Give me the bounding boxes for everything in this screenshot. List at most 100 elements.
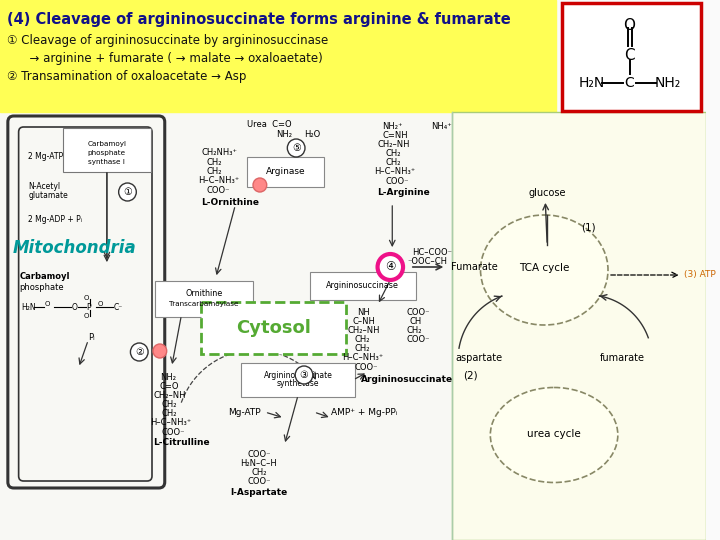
Text: H–C–NH₃⁺: H–C–NH₃⁺: [342, 353, 384, 362]
Text: Mitochondria: Mitochondria: [13, 239, 137, 257]
Text: H–C–NH₃⁺: H–C–NH₃⁺: [198, 176, 239, 185]
Text: COO⁻: COO⁻: [247, 477, 271, 486]
Text: HC–COO⁻: HC–COO⁻: [412, 248, 452, 257]
Text: AMP⁺ + Mg-PPᵢ: AMP⁺ + Mg-PPᵢ: [331, 408, 398, 417]
Text: CH₂: CH₂: [385, 158, 401, 167]
Text: CH₂NH₃⁺: CH₂NH₃⁺: [201, 148, 237, 157]
Text: O: O: [624, 18, 636, 33]
Text: C⁻: C⁻: [114, 302, 123, 312]
Text: CH₂: CH₂: [407, 326, 423, 335]
FancyBboxPatch shape: [0, 0, 556, 112]
Text: L-Ornithine: L-Ornithine: [201, 198, 259, 207]
Text: COO⁻: COO⁻: [247, 450, 271, 459]
Text: ① Cleavage of argininosuccinate by argininosuccinase: ① Cleavage of argininosuccinate by argin…: [7, 34, 328, 47]
Text: H₂N: H₂N: [22, 302, 36, 312]
Text: N-Acetyl: N-Acetyl: [28, 182, 60, 191]
Text: Argininosuccinate: Argininosuccinate: [361, 375, 453, 384]
Text: CH₂–NH: CH₂–NH: [154, 391, 186, 400]
Text: Urea  C=O: Urea C=O: [247, 120, 292, 129]
Text: Pᵢ: Pᵢ: [89, 333, 95, 342]
Text: l-Aspartate: l-Aspartate: [230, 488, 287, 497]
Text: ②: ②: [135, 347, 143, 357]
FancyBboxPatch shape: [310, 272, 415, 300]
Text: CH₂: CH₂: [207, 167, 222, 176]
Text: TCA cycle: TCA cycle: [519, 263, 570, 273]
Ellipse shape: [490, 388, 618, 483]
FancyBboxPatch shape: [452, 112, 706, 540]
Text: ③: ③: [300, 370, 308, 380]
Text: O: O: [45, 301, 50, 307]
Text: O: O: [84, 295, 89, 301]
Text: H₂N: H₂N: [578, 76, 605, 90]
Text: O: O: [84, 313, 89, 319]
Text: ①: ①: [123, 187, 132, 197]
Text: (2): (2): [464, 370, 478, 380]
Text: 2 Mg-ATP: 2 Mg-ATP: [28, 152, 63, 161]
Text: NH₂: NH₂: [654, 76, 681, 90]
FancyBboxPatch shape: [241, 363, 355, 397]
Text: P: P: [86, 302, 91, 312]
Text: COO⁻: COO⁻: [355, 363, 379, 372]
Text: Argininosuccinase: Argininosuccinase: [326, 281, 400, 291]
Text: aspartate: aspartate: [455, 353, 502, 363]
FancyBboxPatch shape: [0, 112, 706, 540]
Text: glucose: glucose: [528, 188, 566, 198]
Text: glutamate: glutamate: [28, 191, 68, 200]
FancyBboxPatch shape: [63, 128, 151, 172]
Text: COO⁻: COO⁻: [407, 335, 431, 344]
Text: Ornithine: Ornithine: [185, 289, 222, 299]
Circle shape: [295, 366, 312, 384]
Text: NH₂⁺: NH₂⁺: [382, 122, 403, 131]
Text: C–NH: C–NH: [352, 317, 375, 326]
Text: Carbamoyl: Carbamoyl: [87, 141, 127, 147]
Text: COO⁻: COO⁻: [207, 186, 230, 195]
Text: ⁻OOC–CH: ⁻OOC–CH: [407, 257, 447, 266]
Text: Argininosuccinate: Argininosuccinate: [264, 370, 333, 380]
FancyBboxPatch shape: [247, 157, 323, 187]
Text: 2 Mg-ADP + Pᵢ: 2 Mg-ADP + Pᵢ: [28, 215, 83, 224]
Text: → arginine + fumarate ( → malate → oxaloaetate): → arginine + fumarate ( → malate → oxalo…: [7, 52, 323, 65]
Text: phosphate: phosphate: [19, 283, 64, 292]
Text: O: O: [71, 302, 78, 312]
Text: Carbamoyl: Carbamoyl: [19, 272, 70, 281]
Text: C=NH: C=NH: [382, 131, 408, 140]
Text: H₂O: H₂O: [304, 130, 320, 139]
Circle shape: [253, 178, 266, 192]
Text: Mg-ATP: Mg-ATP: [228, 408, 261, 417]
Text: Arginase: Arginase: [266, 167, 305, 177]
Text: CH: CH: [410, 317, 422, 326]
Ellipse shape: [480, 215, 608, 325]
Text: (1): (1): [581, 223, 595, 233]
Text: CH₂: CH₂: [162, 400, 177, 409]
Text: H–C–NH₃⁺: H–C–NH₃⁺: [150, 418, 192, 427]
Text: L-Arginine: L-Arginine: [377, 188, 431, 197]
Text: CH₂: CH₂: [385, 149, 401, 158]
Text: NH₂: NH₂: [160, 373, 176, 382]
Text: (4) Cleavage of argininosuccinate forms arginine & fumarate: (4) Cleavage of argininosuccinate forms …: [7, 12, 510, 27]
Text: Transcarbamoylase: Transcarbamoylase: [169, 301, 239, 307]
Text: COO⁻: COO⁻: [407, 308, 431, 317]
Circle shape: [119, 183, 136, 201]
Text: urea cycle: urea cycle: [527, 429, 581, 439]
Text: CH₂: CH₂: [251, 468, 266, 477]
Text: ⑤: ⑤: [292, 143, 300, 153]
FancyBboxPatch shape: [201, 302, 346, 354]
Text: CH₂: CH₂: [162, 409, 177, 418]
Circle shape: [377, 254, 403, 280]
Text: ④: ④: [385, 260, 395, 273]
Text: Cytosol: Cytosol: [236, 319, 311, 337]
Circle shape: [130, 343, 148, 361]
Text: fumarate: fumarate: [600, 353, 645, 363]
Text: synthase I: synthase I: [89, 159, 125, 165]
Text: CH₂: CH₂: [355, 335, 371, 344]
Text: CH₂: CH₂: [355, 344, 371, 353]
Text: COO⁻: COO⁻: [385, 177, 409, 186]
Text: O: O: [98, 301, 104, 307]
Text: COO⁻: COO⁻: [162, 428, 185, 437]
Text: H–C–NH₃⁺: H–C–NH₃⁺: [374, 167, 415, 176]
Text: NH₄⁺: NH₄⁺: [431, 122, 452, 131]
Circle shape: [287, 139, 305, 157]
Text: L-Citrulline: L-Citrulline: [153, 438, 210, 447]
Text: C: C: [625, 76, 634, 90]
Text: H₂N–C–H: H₂N–C–H: [240, 459, 277, 468]
